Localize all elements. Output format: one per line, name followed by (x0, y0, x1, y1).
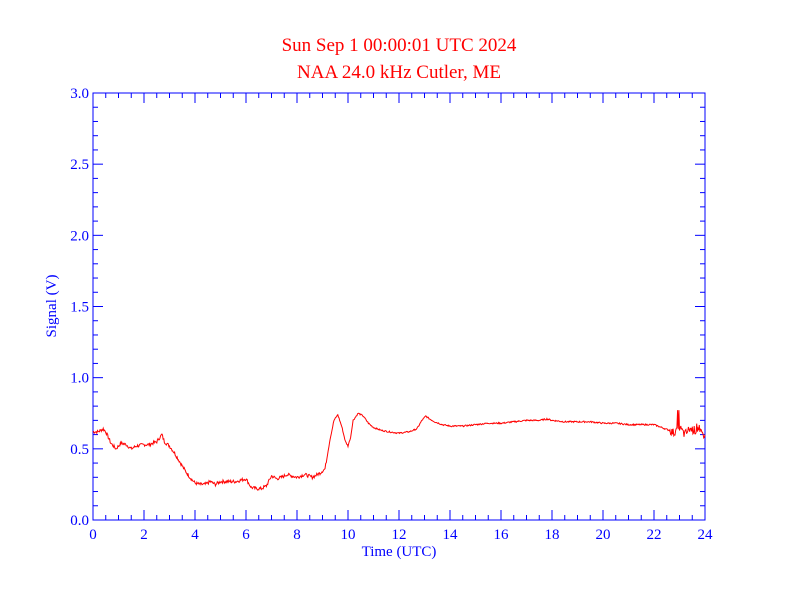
x-tick-label: 8 (293, 527, 301, 543)
plot-frame (92, 92, 706, 521)
x-tick-label: 12 (392, 527, 407, 543)
x-tick-label: 14 (443, 527, 459, 543)
chart-title: Sun Sep 1 00:00:01 UTC 2024 (282, 35, 517, 56)
y-axis-label: Signal (V) (44, 275, 60, 338)
y-tick-label: 0.0 (70, 513, 89, 529)
axis-ticks (92, 92, 706, 521)
y-tick-label: 1.5 (70, 300, 89, 316)
y-tick-label: 0.5 (70, 442, 89, 458)
x-tick-label: 20 (596, 527, 611, 543)
x-tick-label: 4 (191, 527, 199, 543)
x-tick-label: 10 (341, 527, 356, 543)
y-tick-label: 3.0 (70, 86, 89, 102)
y-tick-label: 1.0 (70, 371, 89, 387)
chart-subtitle: NAA 24.0 kHz Cutler, ME (297, 62, 501, 83)
y-tick-label: 2.0 (70, 228, 89, 244)
x-axis-label: Time (UTC) (362, 544, 437, 560)
x-tick-label: 6 (242, 527, 250, 543)
x-tick-label: 22 (647, 527, 662, 543)
x-tick-label: 0 (89, 527, 97, 543)
y-tick-label: 2.5 (70, 157, 89, 173)
x-tick-labels: 0 2 4 6 8 10 12 14 16 18 20 22 24 (89, 527, 713, 543)
x-tick-label: 24 (698, 527, 714, 543)
x-tick-label: 18 (545, 527, 560, 543)
signal-line (92, 410, 706, 491)
x-tick-label: 2 (140, 527, 148, 543)
y-tick-labels: 0.0 0.5 1.0 1.5 2.0 2.5 3.0 (70, 86, 89, 529)
x-tick-label: 16 (494, 527, 510, 543)
